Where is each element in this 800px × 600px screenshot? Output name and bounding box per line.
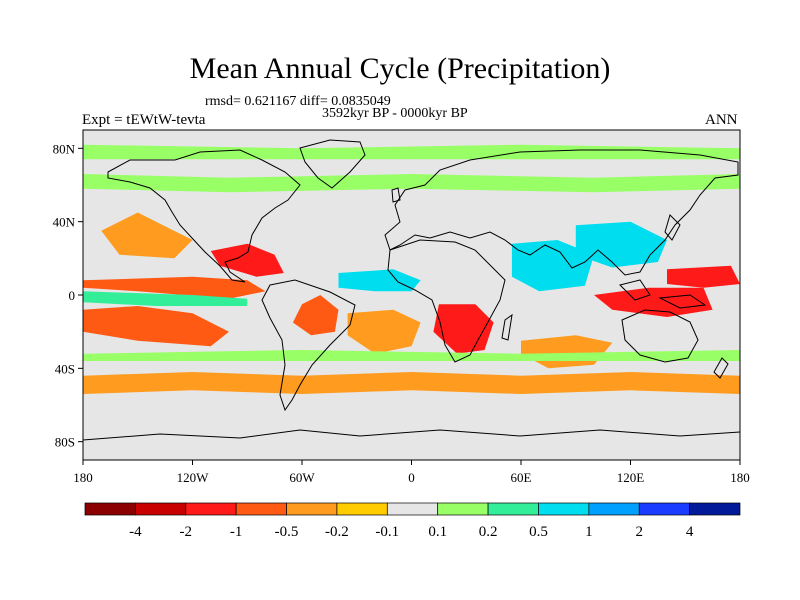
lat-tick-label: 0 bbox=[69, 288, 76, 303]
colorbar-label: -1 bbox=[230, 524, 243, 540]
region-southern-ocean-drying bbox=[83, 372, 740, 394]
experiment-label: Expt = tEWtW-tevta bbox=[82, 112, 206, 128]
coastline-madagascar bbox=[501, 313, 513, 341]
coastline-eurasia bbox=[384, 149, 739, 276]
colorbar-swatch bbox=[538, 502, 590, 516]
region-west-pacific-drying bbox=[667, 265, 740, 288]
coastlines bbox=[83, 139, 740, 441]
colorbar-label: 0.2 bbox=[479, 524, 498, 540]
lon-tick-label: 60W bbox=[289, 470, 315, 485]
region-southern-midlatitude-wetting bbox=[83, 350, 740, 361]
anomaly-fields bbox=[83, 144, 740, 394]
coastline-borneo bbox=[619, 279, 651, 301]
period-label: 3592kyr BP - 0000kyr BP bbox=[322, 106, 468, 121]
colorbar-swatch bbox=[336, 502, 388, 516]
coastline-australia bbox=[621, 309, 699, 363]
map-axes: 80N 40N 0 40S 80S 180 120W 60W 0 60E 120E 180 bbox=[53, 141, 750, 485]
colorbar-label: 4 bbox=[686, 524, 694, 540]
region-amazon-drying bbox=[292, 295, 339, 336]
colorbar-swatch bbox=[135, 502, 187, 516]
colorbar-swatch bbox=[235, 502, 287, 516]
coastline-north-america bbox=[107, 149, 301, 283]
coastline-uk bbox=[391, 187, 401, 203]
region-arctic-wetting bbox=[83, 144, 740, 160]
region-subpolar-north-wetting bbox=[83, 174, 740, 193]
region-central-america-drying bbox=[210, 243, 284, 277]
region-maritime-continent-drying bbox=[594, 287, 713, 317]
lat-tick-label: 40S bbox=[55, 361, 75, 376]
colorbar-label: -0.2 bbox=[325, 524, 349, 540]
colorbar-swatch bbox=[487, 502, 539, 516]
coastline-new-guinea bbox=[658, 294, 707, 309]
region-tropical-east-pacific-drying bbox=[83, 276, 266, 299]
coastline-antarctica bbox=[83, 429, 740, 441]
lon-tick-label: 60E bbox=[511, 470, 532, 485]
lon-tick-label: 120E bbox=[617, 470, 645, 485]
colorbar-swatch bbox=[437, 502, 489, 516]
region-south-pacific-drying bbox=[83, 306, 229, 347]
coastline-africa bbox=[387, 239, 506, 363]
colorbar-label: 2 bbox=[635, 524, 643, 540]
colorbar-label: -0.1 bbox=[375, 524, 399, 540]
coastline-new-zealand bbox=[713, 357, 729, 379]
colorbar-swatch bbox=[185, 502, 237, 516]
coastline-japan bbox=[664, 214, 681, 241]
region-southern-africa-drying bbox=[433, 304, 494, 354]
colorbar-swatch bbox=[84, 502, 136, 516]
chart-title: Mean Annual Cycle (Precipitation) bbox=[189, 52, 611, 85]
lon-tick-label: 0 bbox=[408, 470, 415, 485]
stats-label: rmsd= 0.621167 diff= 0.0835049 bbox=[205, 94, 391, 109]
region-south-asia-wetting bbox=[575, 221, 667, 268]
colorbar-swatch bbox=[689, 502, 741, 516]
region-north-pacific-drying bbox=[101, 212, 193, 259]
colorbar-label: 0.5 bbox=[529, 524, 548, 540]
colorbar-label: -2 bbox=[180, 524, 193, 540]
colorbar-label: -4 bbox=[129, 524, 142, 540]
colorbar-label: -0.5 bbox=[275, 524, 299, 540]
colorbar-label: 0.1 bbox=[428, 524, 447, 540]
region-tropical-atlantic-wetting bbox=[338, 269, 421, 292]
colorbar-swatch bbox=[286, 502, 338, 516]
colorbar-label: 1 bbox=[585, 524, 593, 540]
lat-tick-label: 40N bbox=[53, 215, 76, 230]
colorbar-swatch bbox=[588, 502, 640, 516]
coastline-greenland bbox=[299, 139, 366, 189]
lon-tick-label: 180 bbox=[73, 470, 93, 485]
colorbar: -4 -2 -1 -0.5 -0.2 -0.1 0.1 0.2 0.5 1 2 4 bbox=[84, 502, 741, 540]
colorbar-swatch bbox=[386, 502, 439, 516]
season-label: ANN bbox=[705, 112, 738, 128]
lon-tick-label: 120W bbox=[177, 470, 210, 485]
colorbar-swatch bbox=[638, 502, 690, 516]
coastline-south-america bbox=[261, 279, 356, 412]
lat-tick-label: 80N bbox=[53, 141, 76, 156]
region-pacific-itcz-wetting bbox=[83, 291, 248, 306]
region-south-atlantic-drying bbox=[347, 309, 421, 354]
lat-tick-label: 80S bbox=[55, 435, 75, 450]
lon-tick-label: 180 bbox=[730, 470, 750, 485]
